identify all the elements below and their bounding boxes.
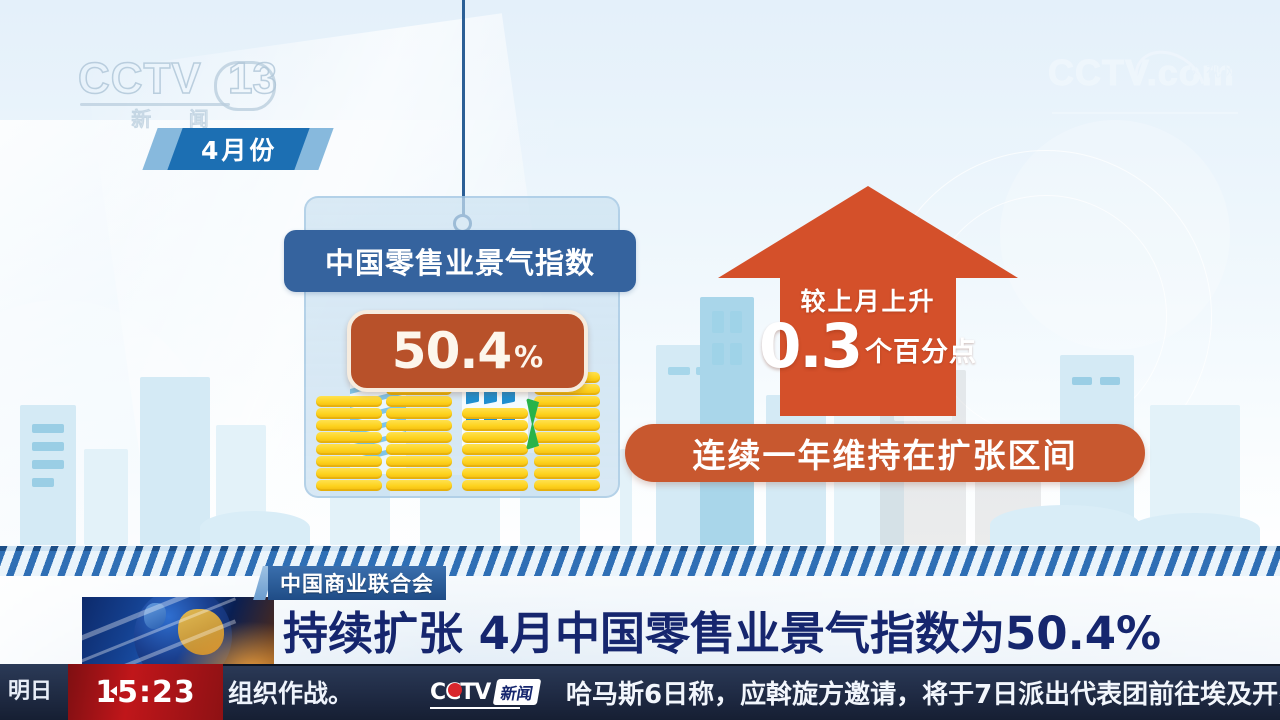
headline-text: 持续扩张 4月中国零售业景气指数为50.4% (283, 606, 1162, 660)
ticker-news-item: 哈马斯6日称，应斡旋方邀请，将于7日派出代表团前往埃及开罗 (566, 664, 1280, 720)
source-tag: 中国商业联合会 (268, 566, 446, 600)
up-arrow-icon (718, 186, 1018, 278)
ticker-logo-underline (430, 707, 520, 709)
metric-value: 50.4 (391, 322, 512, 380)
cctv-logo-text: CCTV (77, 54, 202, 103)
green-accent-icon (526, 398, 539, 450)
month-tag-body: 4月份 (167, 128, 312, 170)
ticker-clock: 15:23 (68, 664, 223, 720)
metric-title-pill: 中国零售业景气指数 (284, 230, 636, 292)
ticker-cctv-news-logo: CCTV 新闻 (430, 678, 542, 709)
lower-third-stripes-top (0, 546, 1280, 551)
arrow-shaft-fade (780, 356, 956, 416)
status-ribbon: 连续一年维持在扩张区间 (625, 424, 1145, 482)
watermark-underline (1052, 112, 1238, 114)
metric-value-box: 50.4 % (347, 310, 588, 392)
coin-stack-3 (462, 408, 528, 492)
cctv-watermark: CCTV.com 央视网 (1048, 37, 1248, 129)
ticker-news-text: 哈马斯6日称，应斡旋方邀请，将于7日派出代表团前往埃及开罗 (566, 679, 1280, 710)
globe-landmass-2 (144, 603, 166, 629)
ticker-previous-fragment: 组织作战。 (228, 664, 353, 720)
ticker-day-label: 明日 (0, 664, 68, 720)
metric-unit: % (514, 340, 544, 374)
change-value: 0.3 (758, 311, 863, 382)
news-ticker: 明日 15:23 组织作战。 CCTV 新闻 哈马斯6日称，应斡旋方邀请，将于7… (0, 664, 1280, 720)
status-ribbon-text: 连续一年维持在扩张区间 (692, 436, 1078, 475)
watermark-text: CCTV.com (1048, 52, 1235, 93)
change-arrow: 较上月上升 0.3 个百分点 (718, 186, 1018, 416)
ticker-caret-icon (110, 686, 117, 696)
coin-stacks (316, 372, 606, 492)
city-skyline (0, 215, 1280, 545)
source-tag-label: 中国商业联合会 (280, 572, 434, 596)
lower-third-stripes (0, 546, 1280, 576)
cctv-logo-number: 13 (227, 54, 277, 103)
change-value-row: 0.3 个百分点 (718, 311, 1018, 382)
ticker-logo-pill: 新闻 (493, 679, 542, 705)
month-tag: 4月份 (142, 128, 335, 170)
ticker-previous-text: 组织作战。 (228, 679, 354, 708)
cctv-logo-bar (80, 103, 230, 106)
month-tag-label: 4月份 (201, 136, 278, 165)
headline: 持续扩张 4月中国零售业景气指数为50.4% (283, 600, 1273, 660)
ticker-top-rule (0, 664, 1280, 666)
metric-title: 中国零售业景气指数 (324, 246, 595, 280)
change-unit: 个百分点 (865, 337, 978, 368)
coin-stack-1 (316, 396, 382, 492)
cctv13-logo: CCTV 13 新 闻 (77, 54, 277, 132)
change-caption: 较上月上升 (800, 287, 936, 316)
ticker-day-text: 明日 (8, 679, 53, 704)
cctv-logo-subtitle: 新 闻 (131, 108, 225, 131)
callout-connector-line (462, 0, 465, 226)
ticker-logo-dot-icon (448, 683, 462, 697)
watermark-cn-text: 央视网 (1187, 63, 1242, 80)
cctv-logo-ring (214, 61, 276, 111)
